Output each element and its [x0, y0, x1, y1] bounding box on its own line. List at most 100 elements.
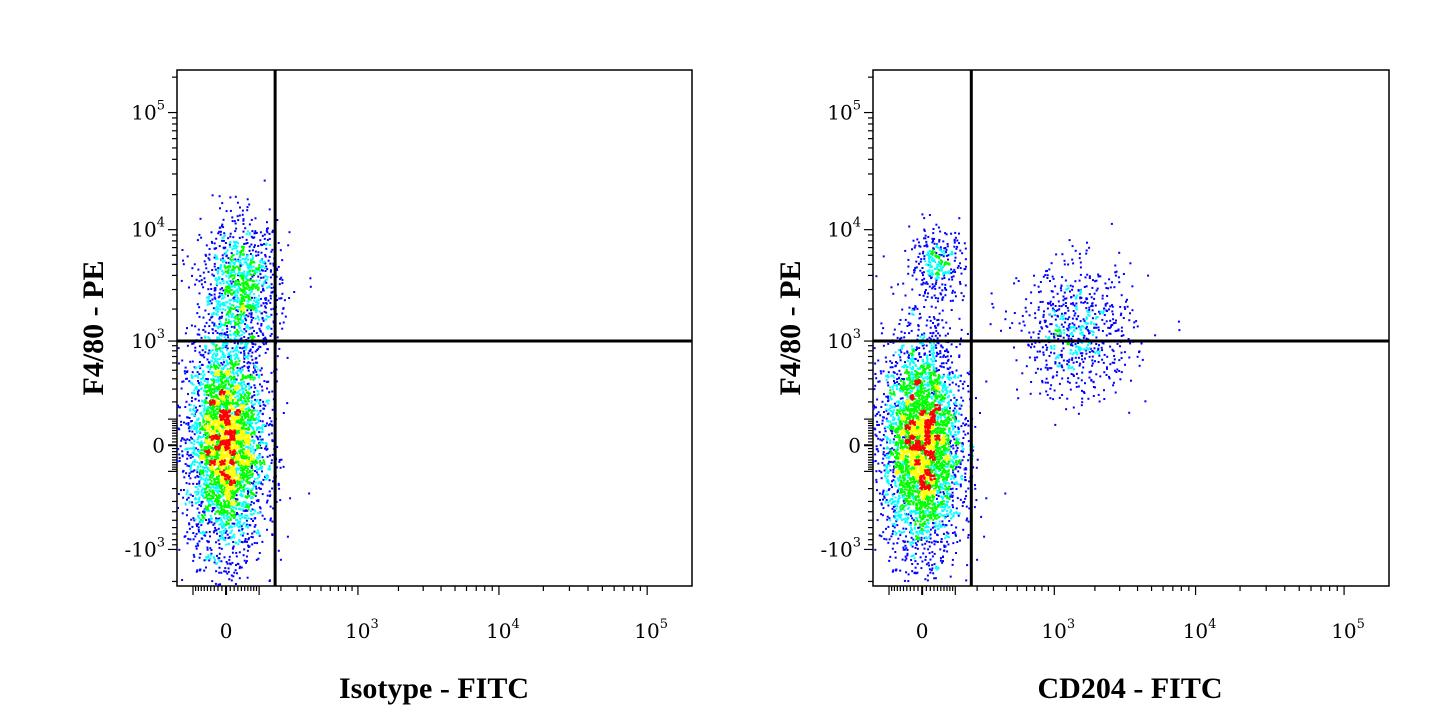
event-dot — [265, 380, 268, 383]
event-dot — [241, 321, 244, 324]
event-dot — [209, 363, 212, 366]
event-dot — [222, 226, 225, 229]
event-dot — [223, 462, 226, 465]
event-dot — [218, 405, 221, 408]
event-dot — [259, 459, 261, 462]
event-dot — [249, 503, 252, 506]
event-dot — [202, 483, 205, 486]
event-dot — [217, 461, 220, 464]
event-dot — [236, 323, 239, 326]
event-dot — [205, 439, 208, 442]
event-dot — [235, 245, 238, 248]
event-dot — [250, 481, 253, 484]
event-dot — [207, 386, 209, 389]
event-dot — [220, 480, 223, 483]
event-dot — [203, 514, 206, 517]
event-dot — [222, 512, 224, 515]
event-dot — [245, 377, 248, 380]
event-dot — [231, 376, 234, 379]
event-dot — [230, 358, 233, 360]
event-dot — [239, 466, 242, 469]
event-dot — [208, 440, 211, 443]
event-dot — [229, 350, 232, 353]
event-dot — [228, 470, 231, 473]
event-dot — [267, 468, 270, 471]
event-dot — [235, 471, 238, 473]
event-dot — [211, 194, 214, 197]
event-dot — [236, 440, 239, 443]
event-dot — [232, 285, 234, 288]
event-dot — [191, 424, 194, 427]
event-dot — [268, 465, 271, 467]
event-dot — [217, 426, 220, 429]
event-dot — [201, 349, 204, 352]
event-dot — [235, 360, 238, 363]
event-dot — [203, 517, 206, 520]
event-dot — [198, 361, 201, 363]
event-dot — [229, 375, 231, 378]
event-dot — [257, 268, 260, 271]
event-dot — [197, 523, 200, 526]
event-dot — [215, 463, 218, 466]
event-dot — [240, 456, 243, 458]
event-dot — [245, 257, 248, 260]
event-dot — [217, 539, 220, 542]
event-dot — [196, 468, 199, 471]
event-dot — [247, 354, 250, 357]
event-dot — [202, 271, 205, 274]
event-dot — [224, 333, 227, 336]
event-dot — [236, 420, 239, 423]
event-dot — [221, 279, 224, 282]
event-dot — [228, 357, 231, 360]
event-dot — [265, 265, 268, 268]
event-dot — [222, 297, 225, 300]
event-dot — [239, 472, 241, 475]
event-dot — [224, 383, 227, 386]
event-dot — [215, 390, 217, 393]
event-dot — [201, 441, 204, 444]
event-dot — [221, 311, 224, 314]
event-dot — [239, 367, 242, 370]
event-dot — [254, 309, 257, 312]
event-dot — [225, 398, 228, 401]
event-dot — [220, 316, 223, 319]
event-dot — [237, 424, 240, 427]
event-dot — [276, 269, 279, 271]
event-dot — [227, 491, 230, 494]
event-dot — [242, 272, 244, 275]
event-dot — [208, 504, 211, 507]
event-dot — [227, 537, 230, 540]
event-dot — [267, 299, 270, 302]
event-dot — [238, 426, 241, 428]
event-dot — [237, 409, 240, 411]
event-dot — [246, 412, 249, 414]
event-dot — [185, 482, 188, 485]
event-dot — [260, 269, 263, 272]
event-dot — [235, 429, 238, 432]
event-dot — [207, 299, 210, 302]
event-dot — [224, 292, 227, 294]
event-dot — [200, 404, 203, 407]
event-dot — [191, 342, 194, 345]
event-dot — [223, 425, 225, 428]
event-dot — [207, 401, 209, 404]
event-dot — [200, 378, 203, 381]
event-dot — [238, 411, 241, 414]
event-dot — [236, 305, 239, 308]
event-dot — [216, 397, 219, 400]
event-dot — [228, 243, 231, 246]
event-dot — [233, 220, 236, 223]
event-dot — [227, 403, 230, 406]
event-dot — [235, 452, 238, 455]
event-dot — [252, 439, 255, 442]
event-dot — [221, 494, 224, 497]
event-dot — [196, 454, 199, 457]
event-dot — [210, 288, 213, 290]
event-dot — [238, 236, 241, 239]
event-dot — [200, 502, 203, 505]
event-dot — [214, 559, 216, 561]
event-dot — [248, 452, 251, 455]
event-dot — [217, 310, 220, 313]
event-dot — [208, 427, 211, 429]
event-dot — [247, 296, 250, 299]
